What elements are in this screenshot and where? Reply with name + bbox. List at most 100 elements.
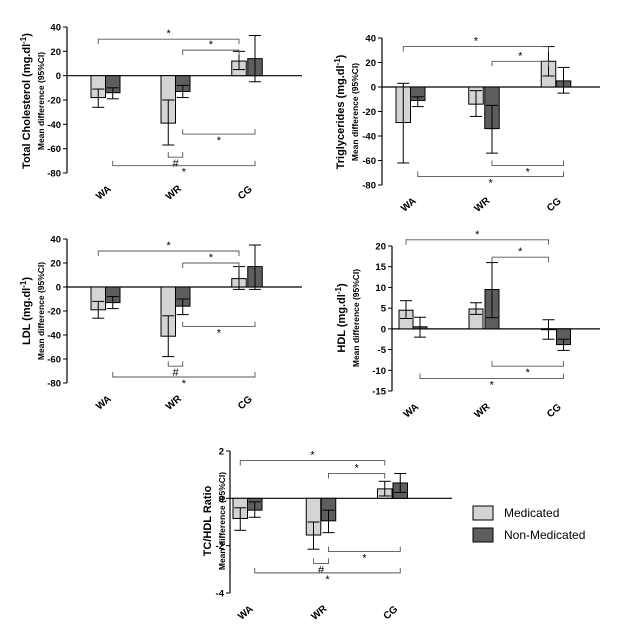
y-axis-label-ldl: LDL (mg.dl-1)	[19, 277, 33, 345]
y-tick-label: 40	[50, 23, 61, 34]
significance-label: *	[518, 246, 523, 258]
x-category-label: WR	[472, 195, 492, 215]
y-tick-label: 2	[219, 447, 224, 458]
chart-panel-hdl: HDL (mg.dl-1) Mean difference (95%CI) 20…	[334, 229, 600, 421]
legend-item-medicated: Medicated	[472, 505, 559, 521]
y-tick-label: -40	[47, 331, 61, 342]
significance-bracket	[167, 361, 184, 367]
significance-bracket	[491, 256, 549, 263]
legend-label-medicated: Medicated	[504, 506, 559, 520]
significance-bracket	[112, 372, 256, 378]
significance-label: *	[209, 39, 214, 51]
significance-bracket	[405, 239, 549, 245]
y-tick-label: 20	[375, 242, 386, 253]
y-tick-label: 40	[50, 235, 61, 246]
y-axis-label-total-cholesterol: Total Cholesterol (mg.dl-1)	[19, 33, 33, 169]
significance-bracket	[417, 171, 564, 177]
y-axis-label-hdl: HDL (mg.dl-1)	[334, 283, 348, 353]
significance-bracket	[328, 546, 401, 553]
significance-bracket	[182, 262, 240, 268]
significance-label: *	[209, 252, 214, 264]
x-category-label: WR	[164, 393, 184, 413]
legend-swatch-medicated	[472, 505, 494, 521]
significance-label: *	[526, 166, 531, 178]
y-tick-label: -20	[47, 96, 61, 107]
significance-label: *	[518, 50, 523, 62]
y-tick-label: 20	[365, 58, 376, 69]
significance-label: *	[217, 328, 222, 340]
legend: Medicated Non-Medicated	[472, 505, 585, 543]
y-axis-sublabel-ldl: Mean difference (95%CI)	[36, 262, 46, 360]
x-category-label: CG	[545, 402, 564, 420]
significance-label: *	[310, 449, 315, 461]
significance-bracket	[97, 38, 240, 45]
y-tick-label: 0	[56, 71, 61, 82]
y-axis-sublabel-total-cholesterol: Mean difference (95%CI)	[36, 52, 46, 150]
significance-bracket	[254, 567, 401, 574]
significance-bracket	[167, 152, 184, 158]
x-category-label: WA	[94, 394, 113, 413]
y-tick-label: 0	[56, 283, 61, 294]
significance-label: *	[475, 229, 480, 241]
y-axis-sublabel-hdl: Mean difference (95%CI)	[351, 269, 361, 367]
significance-bracket	[182, 129, 256, 135]
x-category-label: WR	[164, 183, 184, 203]
y-tick-label: -20	[47, 307, 61, 318]
y-tick-label: 0	[371, 83, 376, 94]
significance-label: *	[526, 367, 531, 379]
y-tick-label: -20	[362, 107, 376, 118]
significance-label: *	[474, 36, 479, 48]
significance-bracket	[419, 373, 564, 380]
y-tick-label: 20	[50, 259, 61, 270]
significance-bracket	[328, 473, 386, 479]
chart-panel-triglycerides: Triglycerides (mg.dl-1) Mean difference …	[333, 34, 600, 215]
significance-label: *	[182, 167, 187, 179]
significance-label: *	[182, 378, 187, 390]
y-tick-label: 5	[381, 304, 387, 315]
significance-label: #	[172, 367, 179, 379]
y-tick-label: -80	[362, 181, 376, 192]
x-category-label: CG	[236, 394, 255, 412]
y-tick-label: -4	[216, 589, 225, 600]
legend-label-non-medicated: Non-Medicated	[504, 528, 585, 542]
y-axis-sublabel-tc-hdl-ratio: Mean difference (95%CI)	[217, 472, 227, 570]
y-tick-label: -2	[216, 541, 224, 552]
y-tick-label: -15	[372, 387, 386, 398]
chart-panel-total-cholesterol: Total Cholesterol (mg.dl-1) Mean differe…	[19, 23, 302, 203]
significance-label: *	[166, 28, 171, 40]
legend-swatch-non-medicated	[472, 527, 494, 543]
y-tick-label: 0	[381, 324, 386, 335]
y-tick-label: 15	[375, 262, 386, 273]
y-tick-label: -40	[47, 120, 61, 131]
y-tick-label: 20	[50, 47, 61, 58]
significance-bracket	[491, 60, 549, 67]
y-axis-label-triglycerides: Triglycerides (mg.dl-1)	[333, 54, 347, 169]
significance-label: *	[488, 177, 493, 189]
y-tick-label: -80	[47, 379, 61, 390]
x-category-label: WR	[472, 401, 492, 421]
chart-panel-ldl: LDL (mg.dl-1) Mean difference (95%CI) 40…	[19, 235, 302, 413]
significance-label: #	[318, 564, 325, 576]
significance-bracket	[239, 460, 386, 466]
significance-bracket	[182, 321, 256, 328]
significance-bracket	[97, 250, 240, 256]
significance-label: *	[362, 553, 367, 565]
significance-bracket	[491, 160, 564, 166]
y-axis-label-tc-hdl-ratio: TC/HDL Ratio	[202, 485, 214, 556]
significance-bracket	[313, 558, 329, 564]
y-tick-label: 10	[375, 283, 386, 294]
significance-label: #	[172, 158, 179, 170]
y-tick-label: -5	[378, 345, 387, 356]
significance-label: *	[325, 574, 330, 586]
x-category-label: CG	[382, 604, 401, 622]
significance-label: *	[490, 380, 495, 392]
x-category-label: WA	[402, 402, 421, 421]
significance-bracket	[182, 49, 240, 56]
y-tick-label: -60	[362, 156, 376, 167]
y-tick-label: -60	[47, 355, 61, 366]
y-tick-label: -40	[362, 132, 376, 143]
y-tick-label: 0	[219, 494, 224, 505]
chart-panel-tc-hdl-ratio: TC/HDL Ratio Mean difference (95%CI) 2 0 -…	[202, 447, 452, 623]
significance-label: *	[217, 135, 222, 147]
